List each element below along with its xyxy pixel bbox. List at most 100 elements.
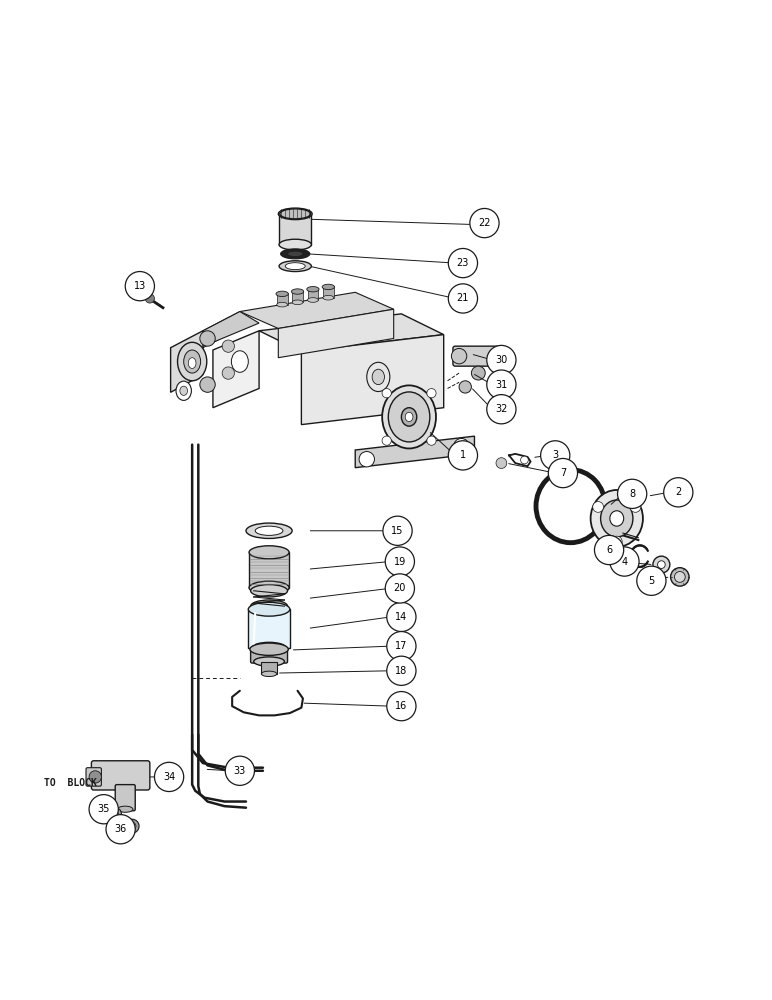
Bar [292,291,303,302]
Circle shape [593,502,604,512]
Ellipse shape [279,208,312,220]
Ellipse shape [249,602,290,616]
Ellipse shape [109,808,121,820]
Circle shape [487,345,516,375]
Circle shape [487,395,516,424]
Circle shape [610,547,639,576]
Ellipse shape [188,358,196,368]
Ellipse shape [112,811,118,817]
Polygon shape [240,292,394,328]
Ellipse shape [493,352,501,360]
Polygon shape [171,331,203,392]
Ellipse shape [291,289,303,294]
Ellipse shape [279,261,311,272]
Circle shape [359,452,374,467]
FancyBboxPatch shape [91,761,150,790]
Text: 7: 7 [560,468,566,478]
Circle shape [427,436,436,445]
Circle shape [459,381,472,393]
Circle shape [145,294,154,303]
Circle shape [630,502,641,512]
Text: 32: 32 [495,404,507,414]
Ellipse shape [250,643,288,655]
Ellipse shape [246,523,292,538]
Circle shape [200,377,215,392]
Text: 35: 35 [97,804,110,814]
Polygon shape [279,309,394,358]
Ellipse shape [285,263,305,270]
Polygon shape [259,314,444,352]
FancyBboxPatch shape [251,648,287,663]
Text: 14: 14 [395,612,408,622]
Ellipse shape [252,642,286,653]
Ellipse shape [601,500,633,537]
Ellipse shape [292,300,303,305]
Ellipse shape [279,209,310,219]
Ellipse shape [178,342,207,381]
Circle shape [618,479,647,508]
Circle shape [387,656,416,685]
Ellipse shape [184,350,201,373]
Circle shape [540,441,570,470]
Circle shape [387,632,416,661]
Text: 5: 5 [648,576,655,586]
Text: 19: 19 [394,557,406,567]
Text: 17: 17 [395,641,408,651]
Circle shape [427,389,436,398]
Circle shape [487,370,516,399]
Ellipse shape [401,408,417,426]
Ellipse shape [323,295,334,300]
Bar [249,609,290,648]
Ellipse shape [256,526,283,535]
Circle shape [383,516,412,545]
Ellipse shape [372,369,384,385]
Circle shape [89,771,101,783]
Polygon shape [301,335,444,425]
Circle shape [387,602,416,632]
Circle shape [449,284,478,313]
Text: 16: 16 [395,701,408,711]
Ellipse shape [280,249,310,259]
Ellipse shape [658,561,665,568]
Bar [277,293,287,305]
Ellipse shape [490,348,505,364]
Circle shape [496,458,506,468]
Text: 22: 22 [478,218,491,228]
Ellipse shape [251,600,287,612]
Text: 8: 8 [629,489,635,499]
Circle shape [449,248,478,278]
Ellipse shape [591,490,643,547]
Ellipse shape [671,568,689,586]
Ellipse shape [388,392,430,442]
Text: 13: 13 [134,281,146,291]
Circle shape [449,441,478,470]
Circle shape [470,208,499,238]
Ellipse shape [287,251,303,257]
Ellipse shape [180,386,188,395]
Bar [249,552,289,588]
Ellipse shape [249,581,289,594]
Ellipse shape [675,572,686,582]
Text: 21: 21 [457,293,469,303]
Text: 34: 34 [163,772,175,782]
Text: 20: 20 [394,583,406,593]
Ellipse shape [232,351,249,372]
Text: 1: 1 [460,450,466,460]
Text: 15: 15 [391,526,404,536]
Text: 36: 36 [114,824,127,834]
Bar [279,214,311,245]
Circle shape [664,478,693,507]
FancyBboxPatch shape [453,346,499,366]
Circle shape [89,795,118,824]
Circle shape [472,366,486,380]
Circle shape [637,566,666,595]
Polygon shape [203,312,259,342]
Circle shape [548,458,577,488]
Polygon shape [203,312,240,348]
Text: TO  BLOCK: TO BLOCK [44,778,96,788]
Circle shape [222,340,235,352]
Text: 3: 3 [552,450,558,460]
Circle shape [454,438,469,454]
Ellipse shape [251,585,287,597]
Ellipse shape [307,298,318,302]
